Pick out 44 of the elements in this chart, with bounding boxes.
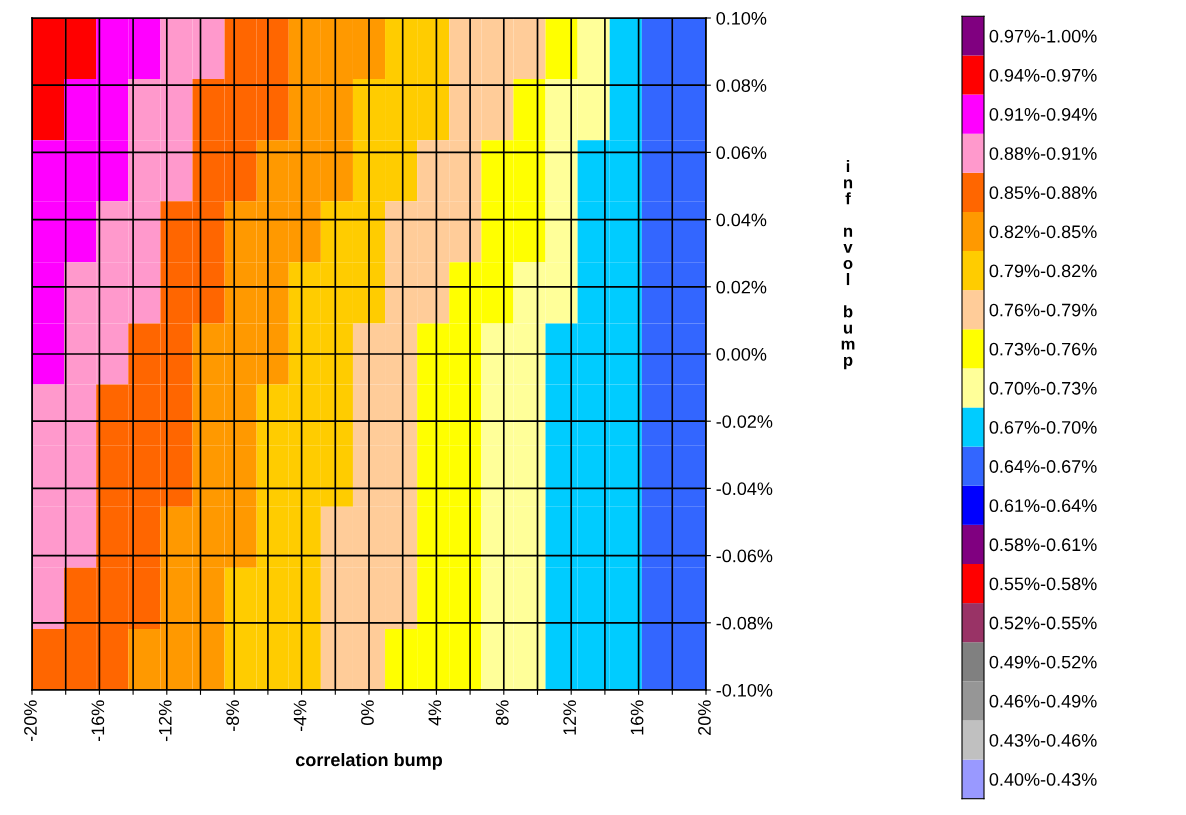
color-bar-label: 0.91%-0.94% — [989, 108, 1097, 121]
y-tick-label: -0.10% — [716, 683, 773, 697]
x-tick-label: 4% — [428, 700, 442, 726]
x-tick-label: 16% — [630, 700, 644, 735]
y-tick-label: 0.00% — [716, 347, 767, 361]
color-bar-label: 0.49%-0.52% — [989, 655, 1097, 669]
color-bar-label: 0.40%-0.43% — [989, 773, 1097, 786]
color-bar-label: 0.82%-0.85% — [989, 225, 1097, 239]
color-bar-label: 0.79%-0.82% — [989, 264, 1097, 278]
x-axis-title: correlation bump — [295, 752, 442, 770]
y-tick-label: 0.10% — [716, 11, 767, 25]
x-tick-label: -8% — [226, 700, 240, 732]
color-bar-label: 0.58%-0.61% — [989, 538, 1097, 552]
color-bar-label: 0.73%-0.76% — [989, 342, 1097, 356]
x-tick-label: 0% — [361, 700, 374, 726]
color-bar-label: 0.43%-0.46% — [989, 733, 1097, 747]
y-tick-label: -0.08% — [716, 616, 773, 630]
color-bar-label: 0.55%-0.58% — [989, 577, 1097, 591]
color-bar-label: 0.67%-0.70% — [989, 420, 1097, 434]
x-tick-label: -4% — [293, 700, 307, 732]
color-bar-label: 0.61%-0.64% — [989, 499, 1097, 513]
y-tick-label: 0.02% — [716, 280, 767, 294]
color-bar-label: 0.85%-0.88% — [989, 186, 1097, 200]
color-bar-label: 0.97%-1.00% — [989, 29, 1097, 43]
y-tick-label: -0.04% — [716, 482, 773, 496]
x-tick-label: -20% — [24, 700, 37, 742]
x-tick-label: -12% — [158, 700, 172, 742]
y-tick-label: -0.06% — [716, 549, 773, 563]
color-bar-label: 0.64%-0.67% — [989, 460, 1097, 473]
x-tick-label: -16% — [91, 700, 105, 742]
x-tick-label: 12% — [563, 700, 576, 735]
color-bar-label: 0.88%-0.91% — [989, 147, 1097, 160]
color-bar-label: 0.94%-0.97% — [989, 68, 1097, 82]
y-tick-label: -0.02% — [716, 415, 773, 428]
color-bar-label: 0.52%-0.55% — [989, 616, 1097, 630]
y-tick-label: 0.08% — [716, 79, 767, 92]
color-bar-label: 0.46%-0.49% — [989, 694, 1097, 708]
x-tick-label: 8% — [495, 700, 509, 726]
x-tick-label: 20% — [698, 700, 711, 735]
text: inf nvol bump — [841, 160, 855, 370]
y-tick-label: 0.04% — [716, 213, 767, 227]
y-tick-label: 0.06% — [716, 146, 767, 160]
color-bar-label: 0.70%-0.73% — [989, 381, 1097, 395]
color-bar-label: 0.76%-0.79% — [989, 303, 1097, 317]
